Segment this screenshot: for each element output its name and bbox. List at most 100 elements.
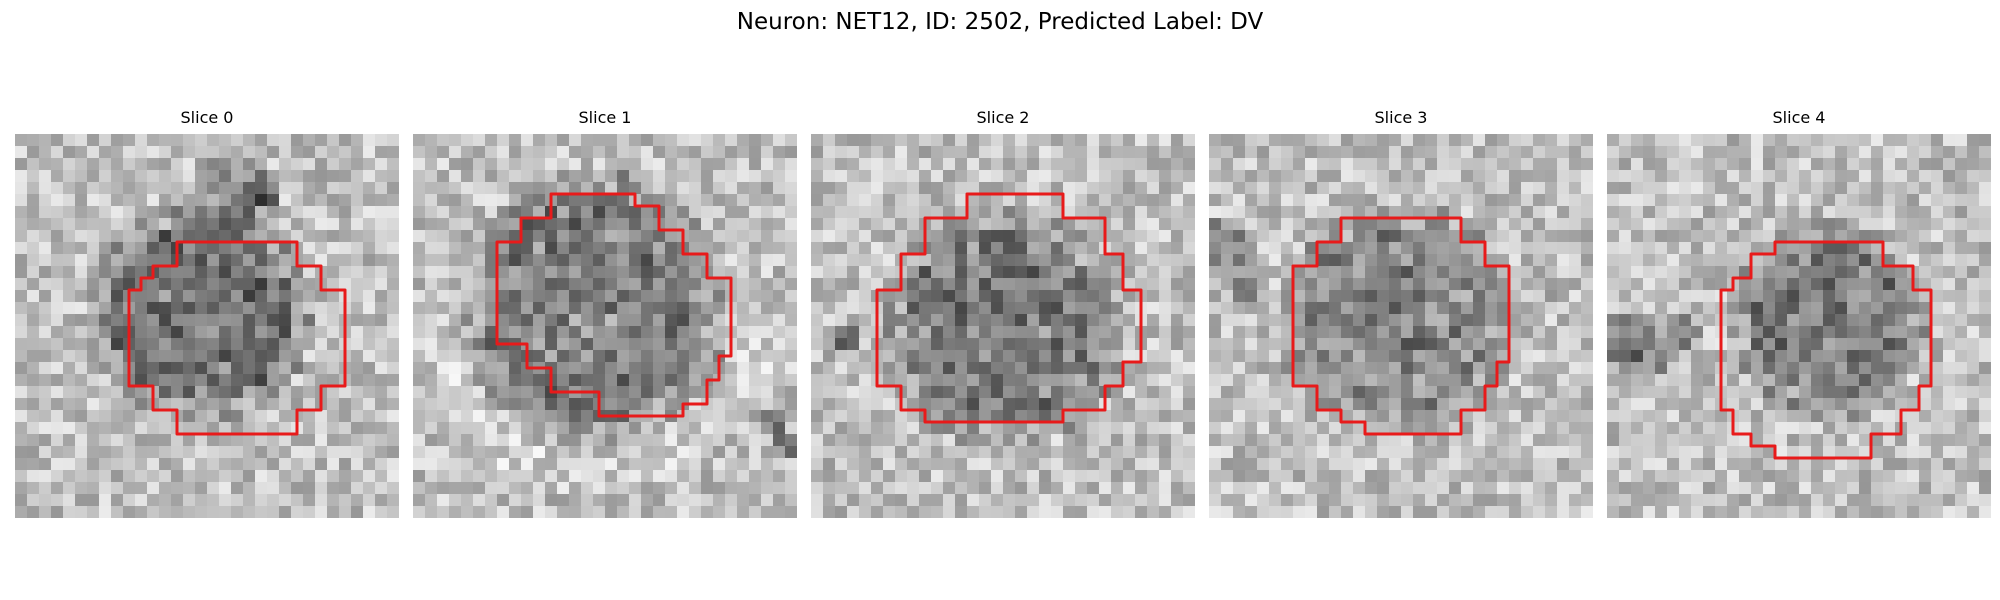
image-pixel — [339, 266, 352, 279]
image-pixel — [749, 278, 762, 291]
image-pixel — [99, 446, 112, 459]
image-pixel — [979, 362, 992, 375]
image-pixel — [1619, 206, 1632, 219]
image-pixel — [1317, 434, 1330, 447]
image-pixel — [183, 170, 196, 183]
image-pixel — [339, 254, 352, 267]
image-pixel — [425, 314, 438, 327]
image-pixel — [1835, 206, 1848, 219]
image-pixel — [425, 230, 438, 243]
image-pixel — [1159, 482, 1172, 495]
image-pixel — [1281, 314, 1294, 327]
image-pixel — [1931, 374, 1944, 387]
image-pixel — [1751, 218, 1764, 231]
image-pixel — [1607, 290, 1620, 303]
slice-image-4 — [1607, 134, 1991, 518]
image-pixel — [955, 494, 968, 507]
image-pixel — [1183, 194, 1195, 207]
image-pixel — [1521, 278, 1534, 291]
image-pixel — [1183, 254, 1195, 267]
image-pixel — [1931, 182, 1944, 195]
image-pixel — [1545, 314, 1558, 327]
image-pixel — [955, 290, 968, 303]
image-pixel — [533, 278, 546, 291]
image-pixel — [27, 314, 40, 327]
image-pixel — [87, 230, 100, 243]
image-pixel — [1727, 170, 1740, 183]
image-pixel — [1317, 134, 1330, 147]
image-pixel — [1305, 482, 1318, 495]
image-pixel — [1461, 410, 1474, 423]
image-pixel — [641, 374, 654, 387]
image-pixel — [147, 434, 160, 447]
image-pixel — [533, 422, 546, 435]
image-pixel — [147, 290, 160, 303]
image-pixel — [773, 494, 786, 507]
image-pixel — [967, 254, 980, 267]
image-pixel — [1631, 290, 1644, 303]
image-pixel — [243, 266, 256, 279]
image-pixel — [159, 482, 172, 495]
image-pixel — [1509, 314, 1522, 327]
image-pixel — [1449, 170, 1462, 183]
image-pixel — [1631, 314, 1644, 327]
image-pixel — [1341, 170, 1354, 183]
image-pixel — [1581, 302, 1593, 315]
image-pixel — [15, 494, 28, 507]
image-pixel — [315, 422, 328, 435]
image-pixel — [967, 422, 980, 435]
image-pixel — [509, 386, 522, 399]
image-pixel — [1015, 458, 1028, 471]
image-pixel — [1461, 350, 1474, 363]
image-pixel — [521, 290, 534, 303]
image-pixel — [1727, 158, 1740, 171]
image-pixel — [1209, 182, 1222, 195]
image-pixel — [1667, 218, 1680, 231]
image-pixel — [823, 350, 836, 363]
image-pixel — [1353, 458, 1366, 471]
image-pixel — [461, 458, 474, 471]
image-pixel — [1353, 338, 1366, 351]
image-pixel — [823, 506, 836, 518]
image-pixel — [1545, 482, 1558, 495]
image-pixel — [437, 362, 450, 375]
image-pixel — [1317, 362, 1330, 375]
image-pixel — [473, 470, 486, 483]
image-pixel — [327, 266, 340, 279]
image-pixel — [1389, 242, 1402, 255]
image-pixel — [1607, 314, 1620, 327]
image-pixel — [1739, 362, 1752, 375]
image-pixel — [1871, 230, 1884, 243]
image-pixel — [231, 170, 244, 183]
image-pixel — [207, 194, 220, 207]
image-pixel — [339, 158, 352, 171]
image-pixel — [1485, 218, 1498, 231]
image-pixel — [1413, 230, 1426, 243]
image-pixel — [847, 194, 860, 207]
image-pixel — [75, 134, 88, 147]
image-pixel — [1485, 434, 1498, 447]
image-pixel — [99, 182, 112, 195]
image-pixel — [39, 434, 52, 447]
image-pixel — [1039, 218, 1052, 231]
image-pixel — [291, 314, 304, 327]
image-pixel — [1679, 230, 1692, 243]
image-pixel — [1907, 326, 1920, 339]
image-pixel — [979, 506, 992, 518]
image-pixel — [387, 374, 399, 387]
image-pixel — [1607, 434, 1620, 447]
image-pixel — [147, 446, 160, 459]
image-pixel — [1619, 422, 1632, 435]
image-pixel — [761, 458, 774, 471]
image-pixel — [689, 446, 702, 459]
image-pixel — [943, 398, 956, 411]
image-pixel — [461, 374, 474, 387]
image-pixel — [1485, 458, 1498, 471]
image-pixel — [859, 482, 872, 495]
image-pixel — [991, 434, 1004, 447]
image-pixel — [1147, 494, 1160, 507]
image-pixel — [267, 194, 280, 207]
image-pixel — [979, 158, 992, 171]
image-pixel — [219, 158, 232, 171]
image-pixel — [1763, 350, 1776, 363]
